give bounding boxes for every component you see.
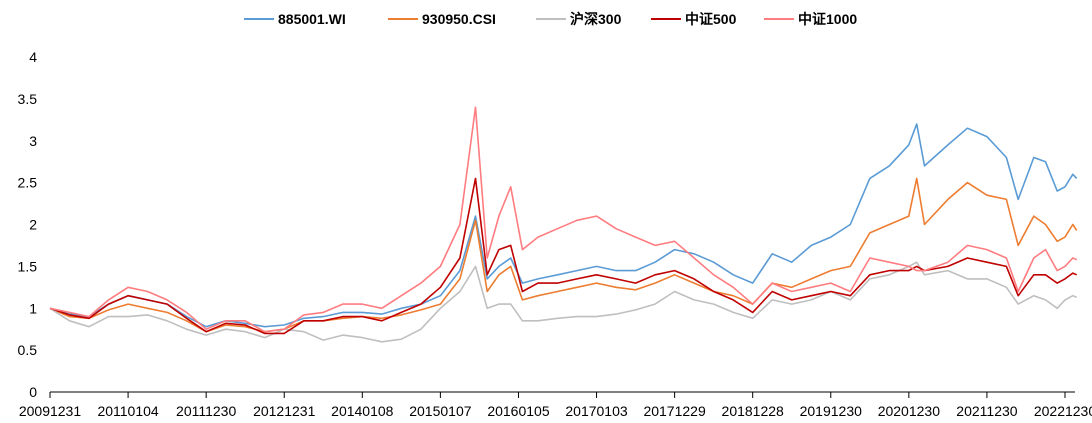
series-line-3	[49, 177, 1078, 335]
x-tick-label: 20211230	[956, 403, 1017, 419]
y-tick-label: 2.5	[18, 175, 38, 191]
x-axis: 20091231 20110104 20111230 20121231 20140108…	[19, 391, 1092, 419]
x-tick-label: 20201230	[878, 403, 941, 419]
legend-label-0: 885001.WI	[278, 11, 346, 27]
y-tick-label: 4	[29, 49, 37, 65]
series-line-2	[49, 261, 1078, 343]
series-line-1	[49, 177, 1078, 333]
legend-label-2: 沪深300	[570, 11, 622, 27]
y-tick-label: 1.5	[18, 258, 38, 274]
y-tick-label: 3.5	[18, 91, 38, 107]
x-tick-label: 20140108	[331, 403, 394, 419]
series-lines	[49, 106, 1078, 343]
x-tick-label: 20150107	[409, 403, 472, 419]
series-line-0	[49, 123, 1078, 328]
legend: 885001.WI 930950.CSI 沪深300 中证500 中证1000	[244, 11, 857, 27]
x-tick-label: 20160105	[487, 403, 550, 419]
x-tick-label: 20181228	[722, 403, 785, 419]
y-tick-label: 1	[29, 300, 37, 316]
legend-label-4: 中证1000	[798, 11, 857, 27]
legend-label-3: 中证500	[685, 11, 737, 27]
x-tick-label: 20110104	[97, 403, 158, 419]
y-tick-label: 3	[29, 133, 37, 149]
y-tick-label: 0.5	[18, 342, 38, 358]
series-line-4	[49, 106, 1078, 333]
x-tick-label: 20221230	[1034, 403, 1092, 419]
x-tick-label: 20091231	[19, 403, 82, 419]
y-axis: 0 0.5 1 1.5 2 2.5 3 3.5 4	[18, 49, 38, 400]
x-tick-label: 20170103	[565, 403, 628, 419]
y-tick-label: 2	[29, 217, 37, 233]
x-tick-label: 20121231	[253, 403, 316, 419]
legend-label-1: 930950.CSI	[422, 11, 496, 27]
x-tick-label: 20111230	[176, 403, 236, 419]
y-tick-label: 0	[29, 384, 37, 400]
x-tick-label: 20171229	[643, 403, 706, 419]
x-tick-label: 20191230	[800, 403, 863, 419]
